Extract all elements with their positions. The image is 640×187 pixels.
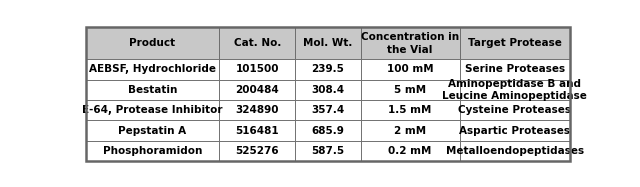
Text: Phosphoramidon: Phosphoramidon: [103, 146, 202, 156]
Bar: [86, 27, 219, 59]
Bar: [360, 100, 460, 120]
Bar: [360, 80, 460, 100]
Text: 516481: 516481: [236, 126, 279, 136]
Text: 100 mM: 100 mM: [387, 64, 433, 74]
Text: Cat. No.: Cat. No.: [234, 38, 281, 48]
Text: Target Protease: Target Protease: [468, 38, 562, 48]
Bar: [296, 59, 360, 80]
Text: Concentration in
the Vial: Concentration in the Vial: [361, 32, 459, 55]
Text: 525276: 525276: [236, 146, 279, 156]
Text: 1.5 mM: 1.5 mM: [388, 105, 432, 115]
Bar: [460, 120, 570, 141]
Text: Pepstatin A: Pepstatin A: [118, 126, 186, 136]
Text: AEBSF, Hydrochloride: AEBSF, Hydrochloride: [89, 64, 216, 74]
Bar: [86, 80, 219, 100]
Bar: [219, 100, 296, 120]
Bar: [296, 100, 360, 120]
Bar: [219, 141, 296, 161]
Bar: [360, 27, 460, 59]
Bar: [86, 100, 219, 120]
Bar: [296, 80, 360, 100]
Text: 685.9: 685.9: [312, 126, 344, 136]
Text: Serine Proteases: Serine Proteases: [465, 64, 565, 74]
Text: 239.5: 239.5: [312, 64, 344, 74]
Text: Aminopeptidase B and
Leucine Aminopeptidase: Aminopeptidase B and Leucine Aminopeptid…: [442, 79, 588, 101]
Text: 587.5: 587.5: [312, 146, 344, 156]
Bar: [219, 27, 296, 59]
Text: Metalloendopeptidases: Metalloendopeptidases: [446, 146, 584, 156]
Text: 2 mM: 2 mM: [394, 126, 426, 136]
Text: 200484: 200484: [236, 85, 279, 95]
Text: Aspartic Proteases: Aspartic Proteases: [460, 126, 570, 136]
Text: Cysteine Proteases: Cysteine Proteases: [458, 105, 572, 115]
Bar: [219, 80, 296, 100]
Text: 5 mM: 5 mM: [394, 85, 426, 95]
Text: E-64, Protease Inhibitor: E-64, Protease Inhibitor: [82, 105, 223, 115]
Text: 324890: 324890: [236, 105, 279, 115]
Bar: [219, 59, 296, 80]
Text: 0.2 mM: 0.2 mM: [388, 146, 432, 156]
Bar: [296, 120, 360, 141]
Bar: [219, 120, 296, 141]
Bar: [460, 27, 570, 59]
Text: Product: Product: [129, 38, 175, 48]
Bar: [360, 120, 460, 141]
Bar: [296, 27, 360, 59]
Bar: [460, 59, 570, 80]
Text: 308.4: 308.4: [312, 85, 344, 95]
Bar: [460, 141, 570, 161]
Bar: [460, 100, 570, 120]
Bar: [360, 141, 460, 161]
Bar: [86, 120, 219, 141]
Bar: [86, 141, 219, 161]
Text: Mol. Wt.: Mol. Wt.: [303, 38, 353, 48]
Text: Bestatin: Bestatin: [128, 85, 177, 95]
Text: 357.4: 357.4: [312, 105, 344, 115]
Bar: [460, 80, 570, 100]
Bar: [360, 59, 460, 80]
Bar: [296, 141, 360, 161]
Bar: [86, 59, 219, 80]
Text: 101500: 101500: [236, 64, 279, 74]
